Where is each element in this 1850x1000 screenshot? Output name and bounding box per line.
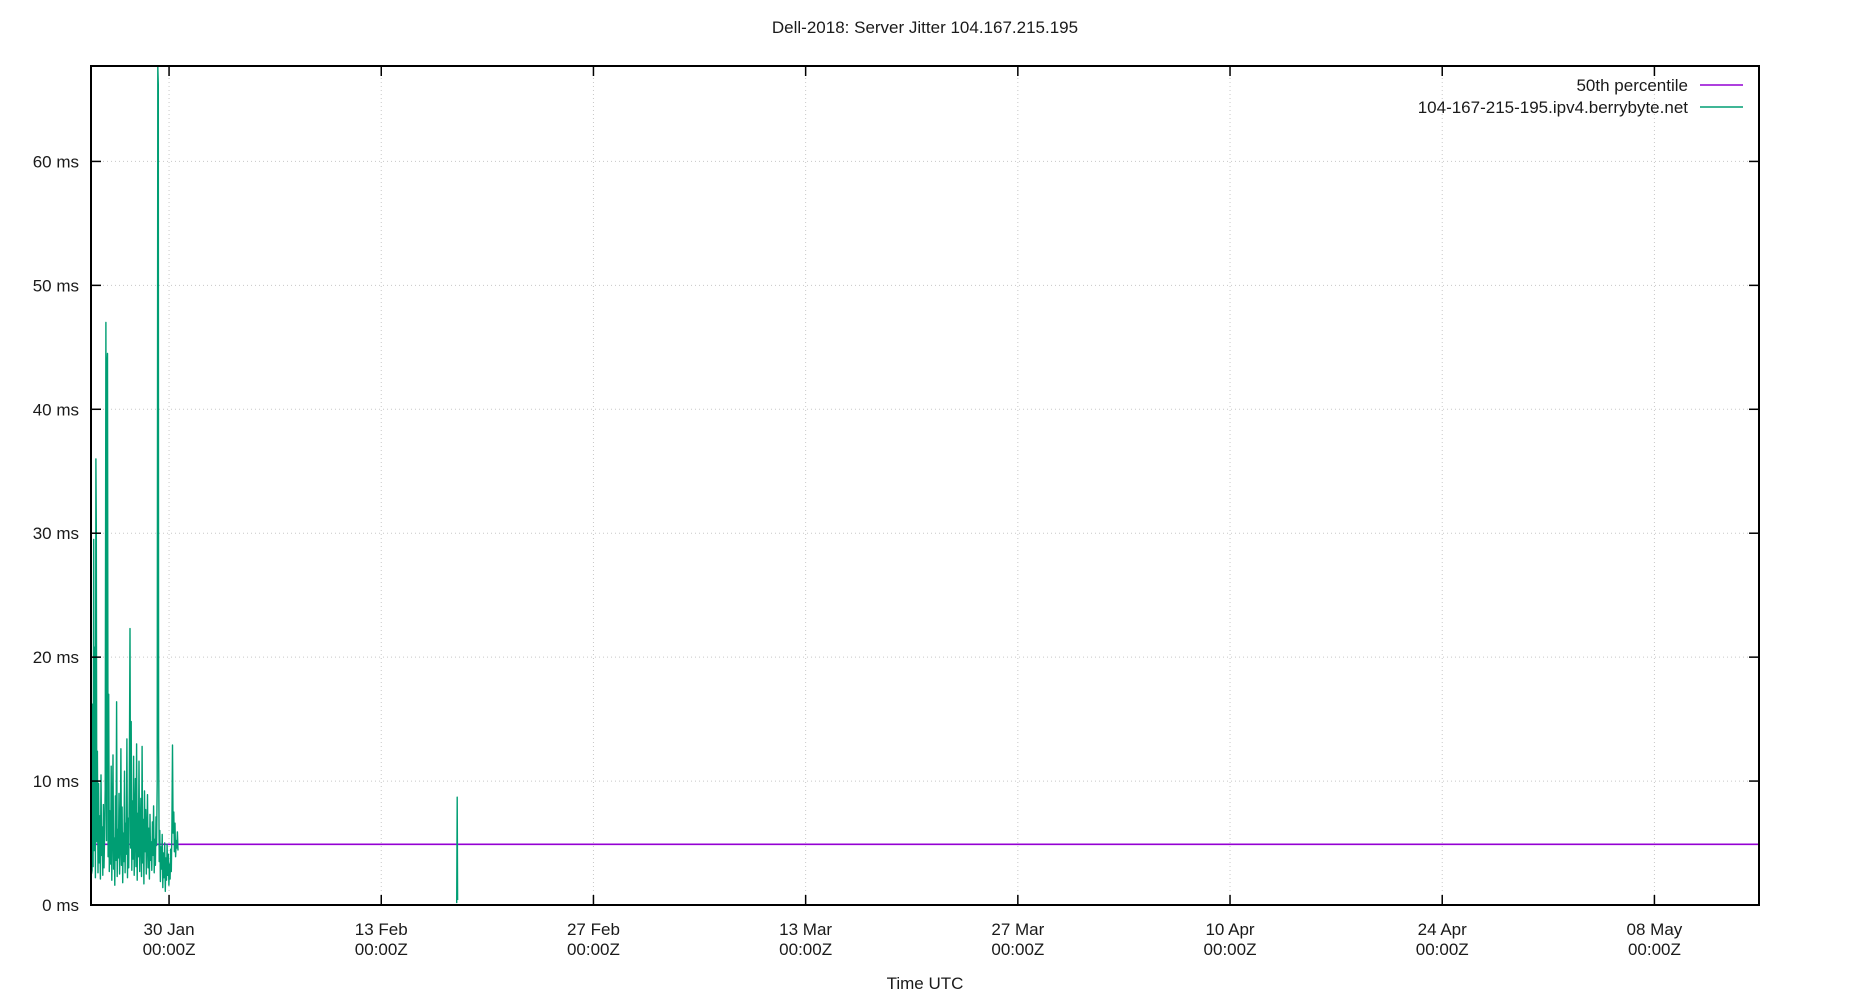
series-host-line bbox=[90, 65, 179, 893]
x-tick-label-date: 13 Mar bbox=[779, 920, 832, 939]
x-tick-label-date: 27 Mar bbox=[991, 920, 1044, 939]
x-tick-label-date: 10 Apr bbox=[1205, 920, 1254, 939]
x-tick-label-time: 00:00Z bbox=[779, 940, 832, 959]
y-tick-label: 50 ms bbox=[33, 276, 79, 295]
legend-label: 50th percentile bbox=[1576, 76, 1688, 95]
y-tick-label: 0 ms bbox=[42, 896, 79, 915]
y-tick-label: 60 ms bbox=[33, 152, 79, 171]
x-tick-label-time: 00:00Z bbox=[143, 940, 196, 959]
x-tick-label-time: 00:00Z bbox=[1416, 940, 1469, 959]
series-host-line bbox=[456, 796, 459, 904]
y-tick-label: 30 ms bbox=[33, 524, 79, 543]
y-tick-label: 20 ms bbox=[33, 648, 79, 667]
legend-label: 104-167-215-195.ipv4.berrybyte.net bbox=[1418, 98, 1689, 117]
x-tick-label-time: 00:00Z bbox=[1628, 940, 1681, 959]
chart-title: Dell-2018: Server Jitter 104.167.215.195 bbox=[771, 18, 1079, 37]
x-tick-label-date: 27 Feb bbox=[567, 920, 620, 939]
x-tick-label-time: 00:00Z bbox=[1204, 940, 1257, 959]
y-tick-label: 10 ms bbox=[33, 772, 79, 791]
y-tick-label: 40 ms bbox=[33, 400, 79, 419]
x-axis-title: Time UTC bbox=[887, 974, 964, 993]
x-tick-label-time: 00:00Z bbox=[355, 940, 408, 959]
x-tick-label-date: 08 May bbox=[1627, 920, 1683, 939]
plot-border bbox=[90, 65, 1760, 906]
x-tick-label-date: 30 Jan bbox=[144, 920, 195, 939]
x-tick-label-time: 00:00Z bbox=[567, 940, 620, 959]
x-tick-label-time: 00:00Z bbox=[991, 940, 1044, 959]
x-tick-label-date: 13 Feb bbox=[355, 920, 408, 939]
x-tick-label-date: 24 Apr bbox=[1418, 920, 1467, 939]
